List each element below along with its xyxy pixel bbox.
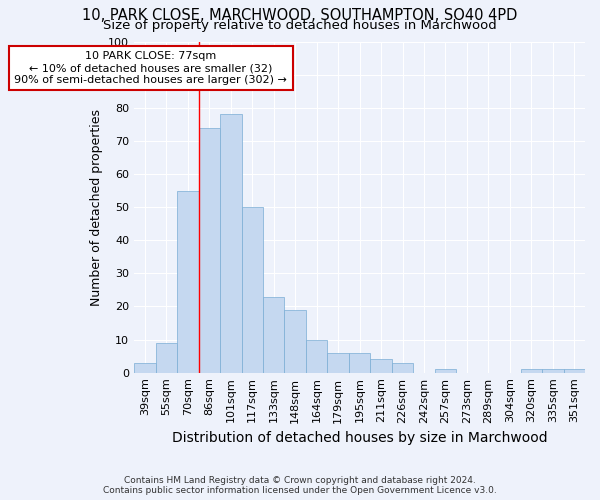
Bar bbox=[349, 353, 370, 372]
Text: Size of property relative to detached houses in Marchwood: Size of property relative to detached ho… bbox=[103, 18, 497, 32]
Text: Contains HM Land Registry data © Crown copyright and database right 2024.
Contai: Contains HM Land Registry data © Crown c… bbox=[103, 476, 497, 495]
Bar bbox=[370, 360, 392, 372]
Bar bbox=[563, 370, 585, 372]
Bar bbox=[263, 296, 284, 372]
Bar bbox=[435, 370, 456, 372]
Y-axis label: Number of detached properties: Number of detached properties bbox=[90, 108, 103, 306]
X-axis label: Distribution of detached houses by size in Marchwood: Distribution of detached houses by size … bbox=[172, 431, 547, 445]
Bar bbox=[220, 114, 242, 372]
Bar bbox=[306, 340, 328, 372]
Bar bbox=[199, 128, 220, 372]
Text: 10 PARK CLOSE: 77sqm
← 10% of detached houses are smaller (32)
90% of semi-detac: 10 PARK CLOSE: 77sqm ← 10% of detached h… bbox=[14, 52, 287, 84]
Bar bbox=[521, 370, 542, 372]
Bar bbox=[134, 362, 155, 372]
Bar bbox=[177, 190, 199, 372]
Bar bbox=[284, 310, 306, 372]
Bar bbox=[242, 207, 263, 372]
Bar bbox=[542, 370, 563, 372]
Bar bbox=[328, 353, 349, 372]
Bar bbox=[155, 343, 177, 372]
Text: 10, PARK CLOSE, MARCHWOOD, SOUTHAMPTON, SO40 4PD: 10, PARK CLOSE, MARCHWOOD, SOUTHAMPTON, … bbox=[82, 8, 518, 22]
Bar bbox=[392, 362, 413, 372]
